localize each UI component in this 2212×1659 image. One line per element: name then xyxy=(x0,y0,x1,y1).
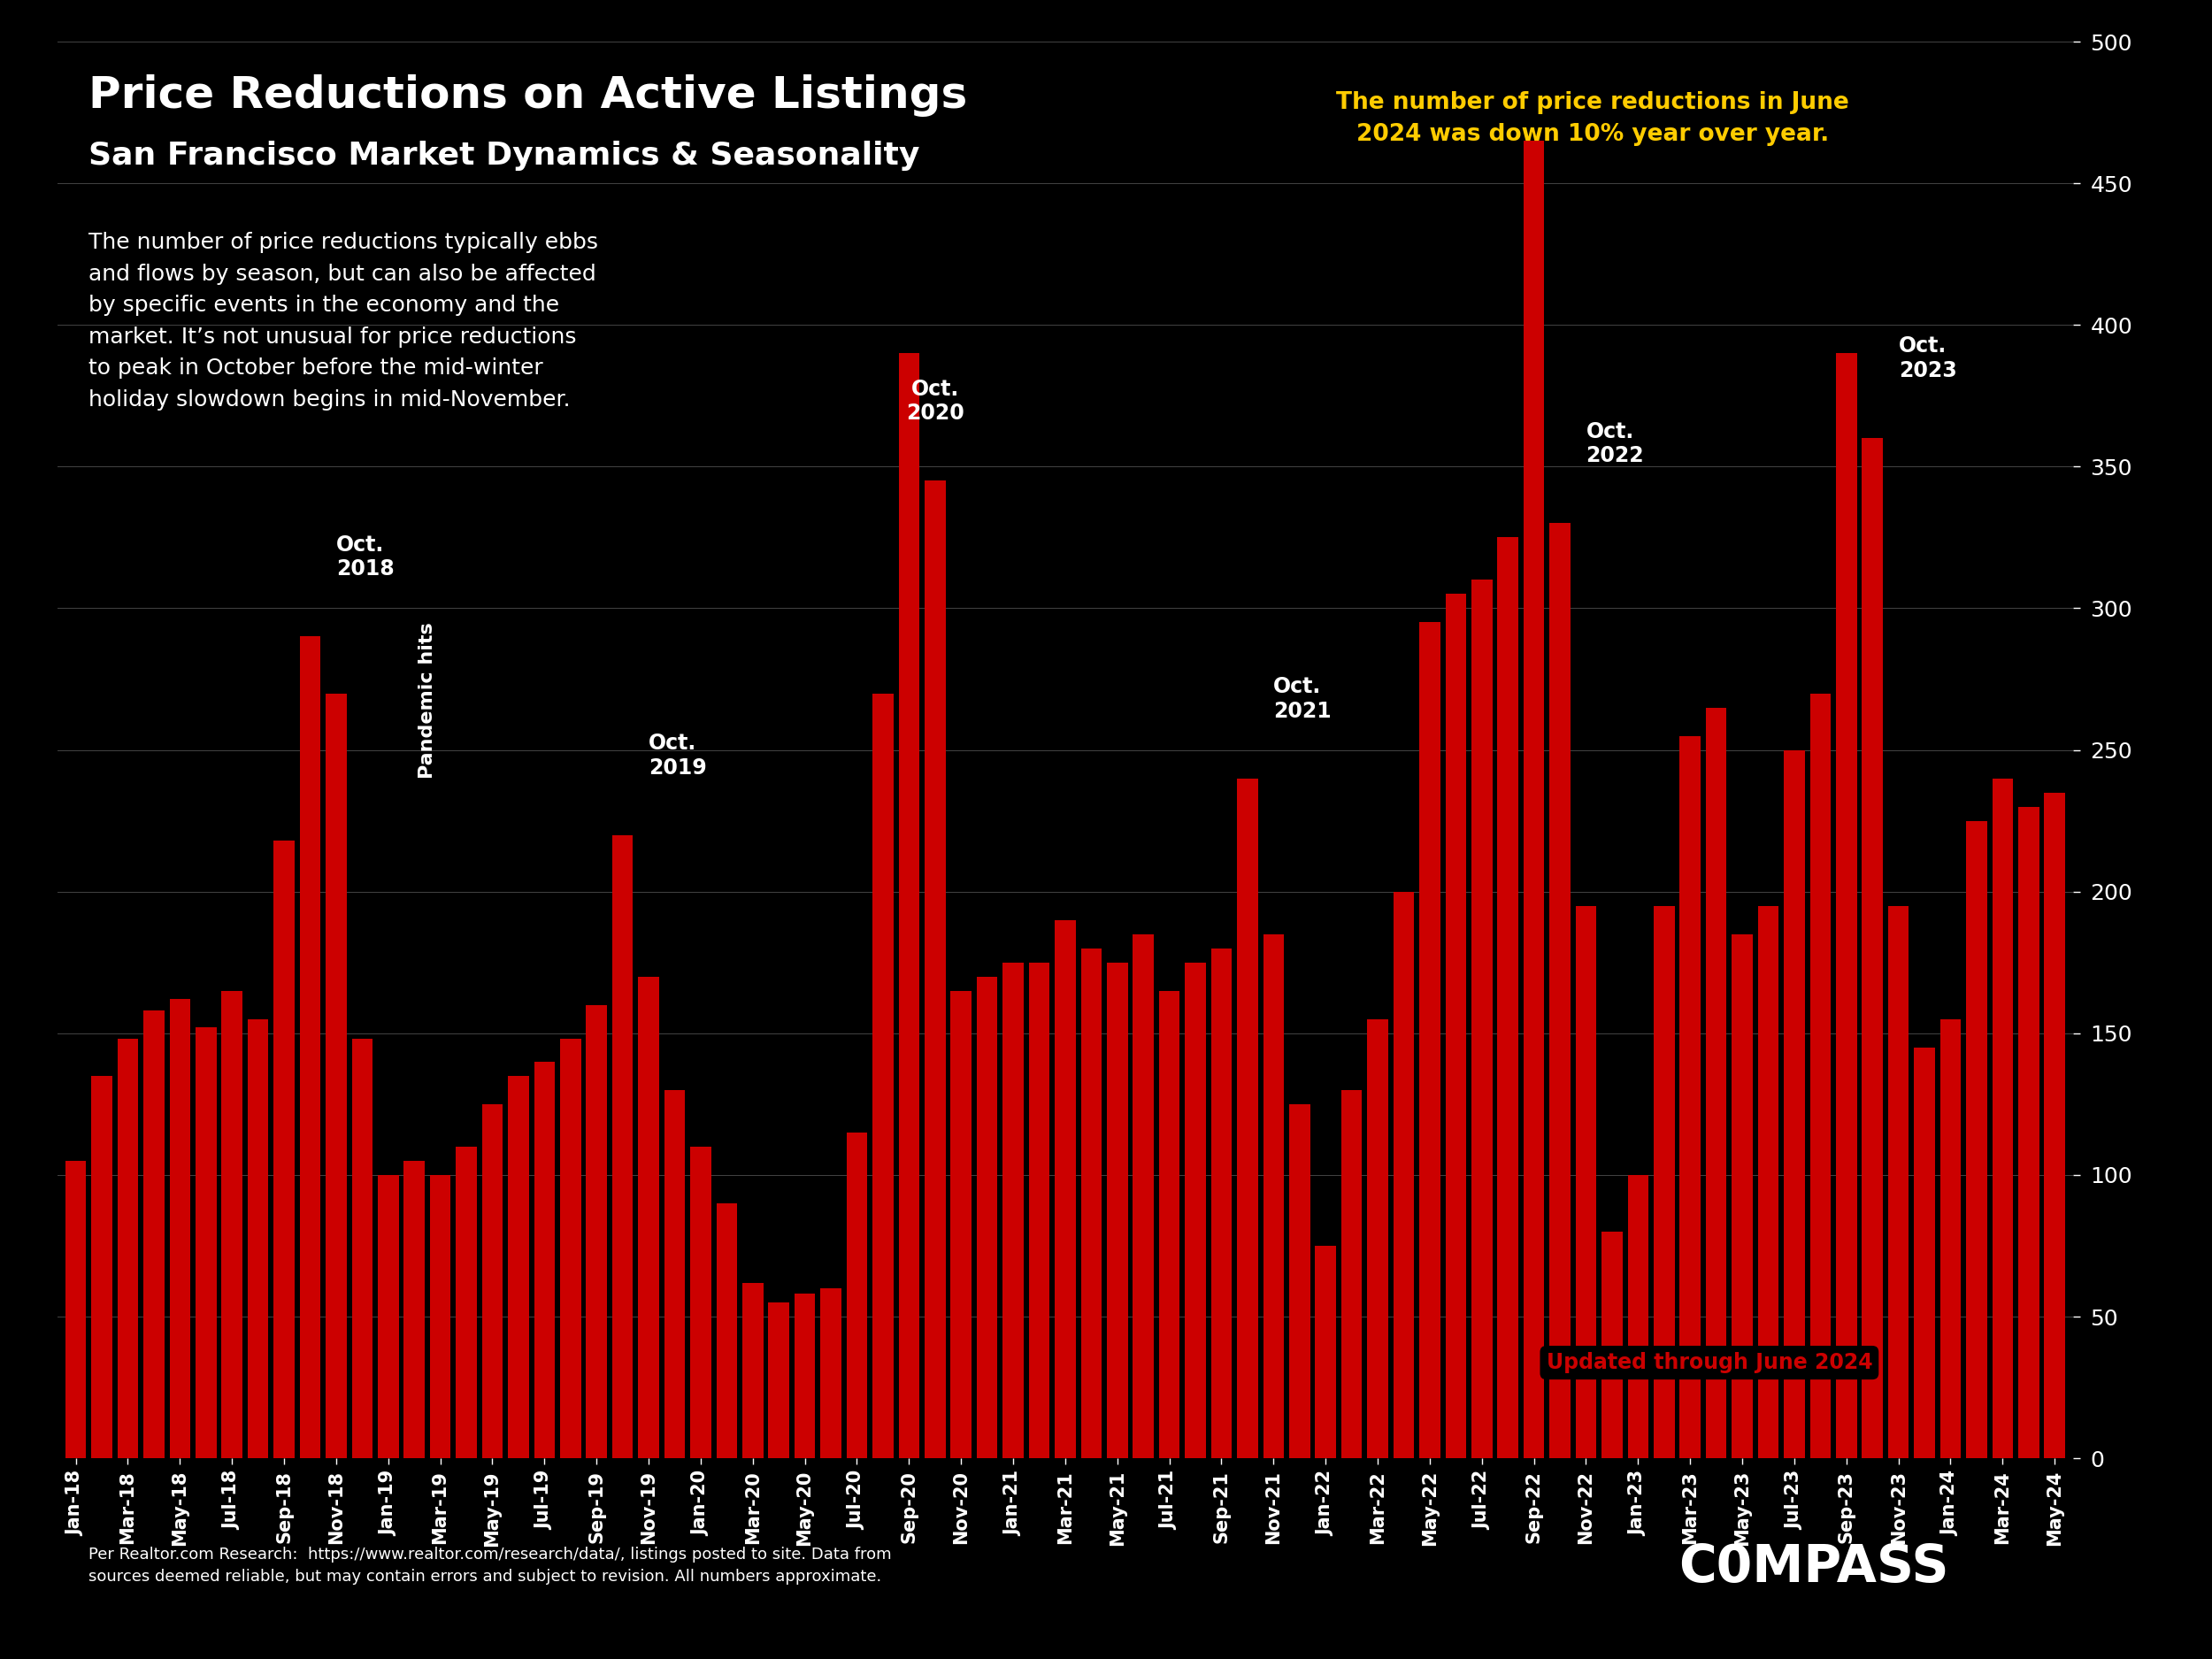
Bar xyxy=(325,693,347,1458)
Bar xyxy=(1524,141,1544,1458)
Bar xyxy=(1993,778,2013,1458)
Bar xyxy=(248,1019,268,1458)
Bar xyxy=(1002,962,1024,1458)
Bar xyxy=(1705,707,1728,1458)
Bar xyxy=(1940,1019,1962,1458)
Bar xyxy=(898,353,920,1458)
Bar xyxy=(1889,906,1909,1458)
Bar xyxy=(1444,594,1467,1458)
Bar xyxy=(1655,906,1674,1458)
Text: Oct.
2021: Oct. 2021 xyxy=(1274,675,1332,722)
Bar xyxy=(1628,1175,1648,1458)
Bar xyxy=(1029,962,1048,1458)
Bar xyxy=(1551,523,1571,1458)
Text: The number of price reductions typically ebbs
and flows by season, but can also : The number of price reductions typically… xyxy=(88,232,597,410)
Bar xyxy=(1290,1105,1310,1458)
Bar xyxy=(91,1075,113,1458)
Bar xyxy=(1237,778,1259,1458)
Text: Oct.
2018: Oct. 2018 xyxy=(336,534,394,581)
Bar xyxy=(1471,581,1493,1458)
Bar xyxy=(1082,949,1102,1458)
Text: Pandemic hits: Pandemic hits xyxy=(418,622,436,778)
Bar xyxy=(195,1027,217,1458)
Bar xyxy=(821,1289,841,1458)
Text: San Francisco Market Dynamics & Seasonality: San Francisco Market Dynamics & Seasonal… xyxy=(88,141,920,171)
Bar xyxy=(2044,793,2066,1458)
Bar xyxy=(378,1175,398,1458)
Bar xyxy=(1210,949,1232,1458)
Bar xyxy=(221,990,243,1458)
Bar xyxy=(1809,693,1832,1458)
Bar xyxy=(560,1039,582,1458)
Text: Price Reductions on Active Listings: Price Reductions on Active Listings xyxy=(88,75,967,118)
Bar xyxy=(1159,990,1179,1458)
Bar xyxy=(613,834,633,1458)
Bar xyxy=(1420,622,1440,1458)
Bar xyxy=(768,1302,790,1458)
Text: Oct.
2023: Oct. 2023 xyxy=(1898,335,1958,382)
Text: Updated through June 2024: Updated through June 2024 xyxy=(1546,1352,1871,1374)
Bar xyxy=(1133,934,1155,1458)
Text: The number of price reductions in June
2024 was down 10% year over year.: The number of price reductions in June 2… xyxy=(1336,91,1849,146)
Bar xyxy=(1732,934,1752,1458)
Bar xyxy=(664,1090,686,1458)
Bar xyxy=(951,990,971,1458)
Bar xyxy=(639,977,659,1458)
Text: Per Realtor.com Research:  https://www.realtor.com/research/data/, listings post: Per Realtor.com Research: https://www.re… xyxy=(88,1546,891,1584)
Bar xyxy=(978,977,998,1458)
Bar xyxy=(1316,1246,1336,1458)
Text: Oct.
2020: Oct. 2020 xyxy=(907,378,964,425)
Bar xyxy=(690,1146,710,1458)
Bar xyxy=(1679,735,1701,1458)
Bar xyxy=(925,481,945,1458)
Bar xyxy=(2017,806,2039,1458)
Bar xyxy=(170,999,190,1458)
Bar xyxy=(1340,1090,1363,1458)
Bar xyxy=(586,1005,606,1458)
Bar xyxy=(352,1039,372,1458)
Bar xyxy=(299,637,321,1458)
Bar xyxy=(1106,962,1128,1458)
Text: C0MPASS: C0MPASS xyxy=(1679,1543,1949,1593)
Text: Oct.
2022: Oct. 2022 xyxy=(1586,421,1644,466)
Bar xyxy=(847,1133,867,1458)
Bar xyxy=(1759,906,1778,1458)
Bar xyxy=(1913,1047,1936,1458)
Bar xyxy=(405,1161,425,1458)
Bar xyxy=(1601,1231,1621,1458)
Bar xyxy=(1367,1019,1389,1458)
Bar xyxy=(1863,438,1882,1458)
Bar xyxy=(1575,906,1597,1458)
Bar xyxy=(872,693,894,1458)
Bar xyxy=(429,1175,451,1458)
Bar xyxy=(743,1282,763,1458)
Bar xyxy=(1966,821,1986,1458)
Bar xyxy=(1836,353,1856,1458)
Bar xyxy=(794,1294,816,1458)
Bar xyxy=(144,1010,164,1458)
Bar xyxy=(117,1039,137,1458)
Bar xyxy=(1186,962,1206,1458)
Bar xyxy=(456,1146,478,1458)
Bar xyxy=(274,841,294,1458)
Bar xyxy=(717,1203,737,1458)
Text: Oct.
2019: Oct. 2019 xyxy=(648,732,708,778)
Bar xyxy=(66,1161,86,1458)
Bar xyxy=(1498,538,1517,1458)
Bar xyxy=(533,1062,555,1458)
Bar xyxy=(1394,891,1413,1458)
Bar xyxy=(482,1105,502,1458)
Bar xyxy=(1783,750,1805,1458)
Bar xyxy=(509,1075,529,1458)
Bar xyxy=(1263,934,1283,1458)
Bar xyxy=(1055,921,1075,1458)
